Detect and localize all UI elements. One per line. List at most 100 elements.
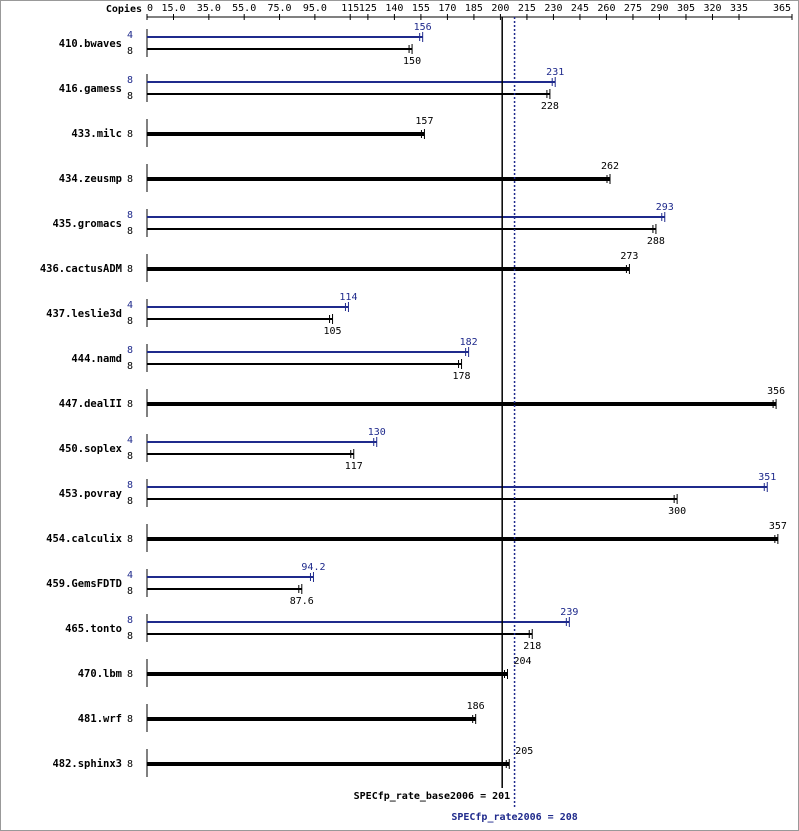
category-label: 453.povray — [59, 488, 123, 500]
x-tick-label: 335 — [730, 3, 748, 14]
value-label: 94.2 — [301, 562, 325, 573]
copies-label: 4 — [127, 435, 133, 446]
bar — [147, 453, 354, 455]
bar — [147, 363, 462, 365]
copies-label: 8 — [127, 345, 133, 356]
x-tick-label: 260 — [597, 3, 615, 14]
x-tick-label: 55.0 — [232, 3, 256, 14]
value-label: 262 — [601, 161, 619, 172]
value-label: 300 — [668, 506, 686, 517]
value-label: 218 — [523, 641, 541, 652]
value-label: 105 — [324, 326, 342, 337]
value-label: 288 — [647, 236, 665, 247]
copies-label: 8 — [127, 226, 133, 237]
category-label: 435.gromacs — [52, 218, 122, 230]
bar — [147, 441, 377, 443]
bar — [147, 672, 508, 676]
x-tick-label: 75.0 — [267, 3, 291, 14]
copies-label: 4 — [127, 30, 133, 41]
category-label: 447.dealII — [59, 398, 122, 410]
value-label: 157 — [415, 116, 433, 127]
x-tick-label: 305 — [677, 3, 695, 14]
value-label: 356 — [767, 386, 785, 397]
category-label: 437.leslie3d — [46, 308, 122, 320]
category-label: 433.milc — [71, 128, 122, 140]
value-label: 205 — [515, 746, 533, 757]
reference-label: SPECfp_rate_base2006 = 201 — [354, 791, 511, 802]
bar — [147, 216, 665, 218]
category-label: 454.calculix — [46, 533, 123, 545]
copies-label: 8 — [127, 210, 133, 221]
bar — [147, 762, 510, 766]
copies-label: 8 — [127, 759, 133, 770]
bar — [147, 228, 656, 230]
category-label: 481.wrf — [78, 713, 122, 725]
copies-label: 8 — [127, 669, 133, 680]
copies-label: 8 — [127, 264, 133, 275]
copies-label: 8 — [127, 75, 133, 86]
category-label: 459.GemsFDTD — [46, 578, 122, 590]
copies-label: 8 — [127, 480, 133, 491]
value-label: 87.6 — [290, 596, 314, 607]
x-tick-label: 0 — [147, 3, 153, 14]
bar — [147, 576, 314, 578]
copies-label: 8 — [127, 46, 133, 57]
x-tick-label: 125 — [359, 3, 377, 14]
bar — [147, 486, 768, 488]
category-label: 450.soplex — [59, 443, 123, 455]
x-tick-label: 230 — [544, 3, 562, 14]
bar — [147, 267, 630, 271]
copies-header: Copies — [106, 3, 142, 15]
bar — [147, 81, 556, 83]
copies-label: 8 — [127, 316, 133, 327]
x-tick-label: 35.0 — [197, 3, 221, 14]
x-tick-label: 155 — [412, 3, 430, 14]
value-label: 150 — [403, 56, 421, 67]
bar — [147, 48, 413, 50]
x-tick-label: 170 — [438, 3, 456, 14]
bar — [147, 588, 302, 590]
value-label: 239 — [560, 607, 578, 618]
x-tick-label: 185 — [465, 3, 483, 14]
copies-label: 8 — [127, 631, 133, 642]
value-label: 273 — [620, 251, 638, 262]
value-label: 293 — [656, 202, 674, 213]
category-label: 434.zeusmp — [59, 173, 122, 185]
copies-label: 8 — [127, 534, 133, 545]
value-label: 130 — [368, 427, 386, 438]
bar — [147, 177, 610, 181]
bar — [147, 717, 476, 721]
x-tick-label: 245 — [571, 3, 589, 14]
category-label: 410.bwaves — [59, 38, 122, 50]
bar — [147, 36, 423, 38]
category-label: 470.lbm — [78, 668, 122, 680]
copies-label: 8 — [127, 174, 133, 185]
x-tick-label: 15.0 — [161, 3, 185, 14]
bar — [147, 132, 425, 136]
copies-label: 8 — [127, 361, 133, 372]
value-label: 351 — [758, 472, 776, 483]
copies-label: 8 — [127, 399, 133, 410]
bar — [147, 306, 349, 308]
copies-label: 8 — [127, 91, 133, 102]
category-label: 436.cactusADM — [40, 263, 122, 275]
bar — [147, 318, 333, 320]
x-tick-label: 200 — [491, 3, 509, 14]
reference-label: SPECfp_rate2006 = 208 — [451, 812, 577, 823]
bar — [147, 402, 777, 406]
category-label: 482.sphinx3 — [52, 758, 122, 770]
value-label: 114 — [339, 292, 357, 303]
bar — [147, 351, 469, 353]
copies-label: 8 — [127, 615, 133, 626]
x-tick-label: 290 — [650, 3, 668, 14]
value-label: 182 — [460, 337, 478, 348]
bar — [147, 633, 533, 635]
copies-label: 8 — [127, 496, 133, 507]
copies-label: 4 — [127, 570, 133, 581]
value-label: 117 — [345, 461, 363, 472]
value-label: 178 — [453, 371, 471, 382]
x-tick-label: 140 — [385, 3, 403, 14]
bar — [147, 498, 678, 500]
